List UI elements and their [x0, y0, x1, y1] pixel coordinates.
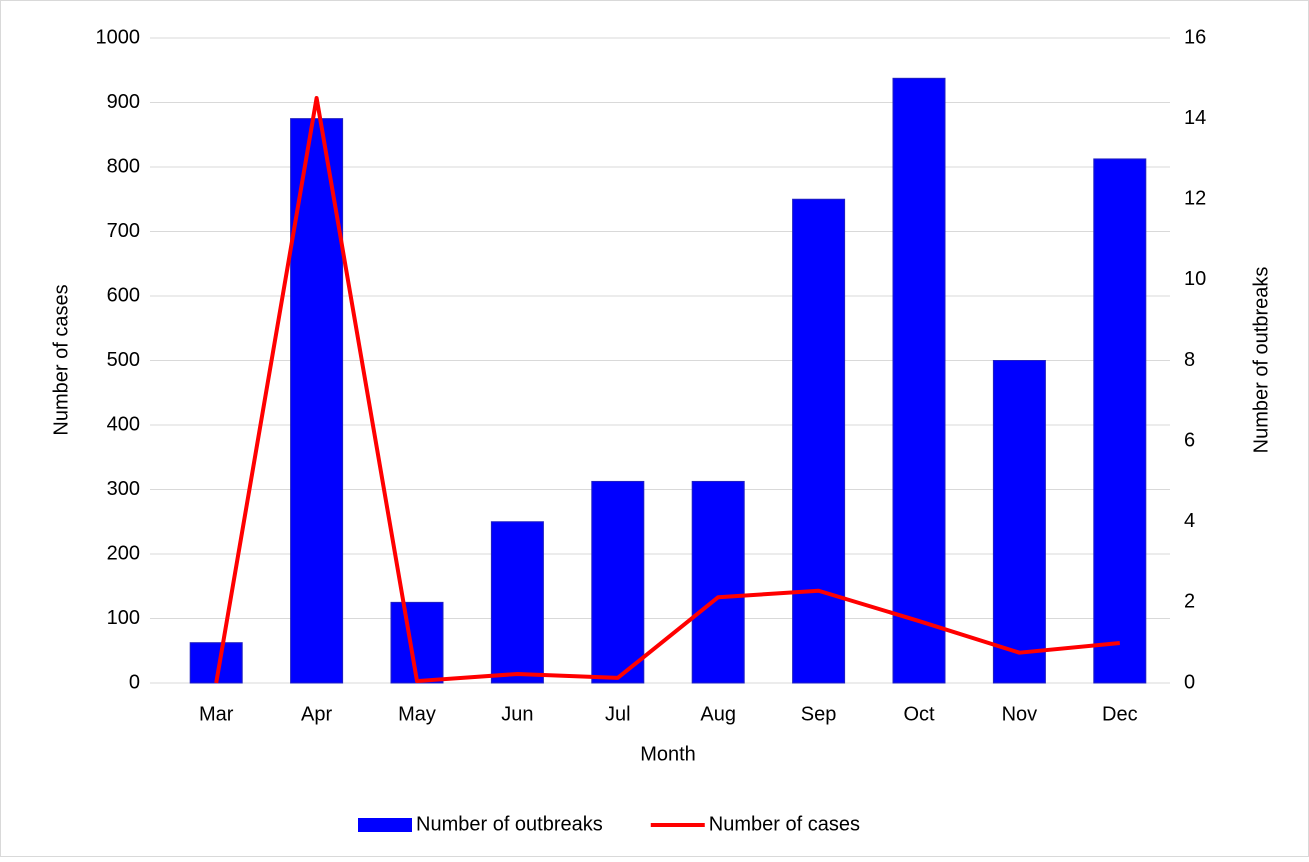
bar [892, 77, 946, 684]
bar [992, 360, 1046, 684]
x-tick-label: Mar [199, 703, 234, 725]
bar [1093, 158, 1147, 684]
x-tick-label: Aug [700, 703, 736, 725]
y2-tick-label: 4 [1184, 510, 1195, 532]
y-tick-label: 500 [107, 349, 140, 371]
y2-tick-label: 2 [1184, 591, 1195, 613]
x-tick-label: Jun [501, 703, 533, 725]
y-axis-title: Number of cases [50, 284, 72, 435]
legend-label: Number of cases [709, 813, 860, 835]
y-tick-label: 1000 [96, 26, 141, 48]
y-tick-label: 400 [107, 413, 140, 435]
y-tick-label: 700 [107, 220, 140, 242]
y2-tick-label: 14 [1184, 107, 1206, 129]
y-tick-label: 600 [107, 284, 140, 306]
x-tick-label: Apr [301, 703, 332, 725]
y-tick-label: 300 [107, 478, 140, 500]
y2-tick-label: 16 [1184, 26, 1206, 48]
line [214, 95, 1120, 684]
y2-tick-label: 10 [1184, 268, 1206, 290]
y2-tick-label: 0 [1184, 671, 1195, 693]
y-tick-label: 200 [107, 542, 140, 564]
x-tick-label: May [398, 703, 436, 725]
y-tick-label: 100 [107, 607, 140, 629]
bar [290, 118, 344, 684]
bar [591, 480, 645, 684]
y2-tick-label: 8 [1184, 349, 1195, 371]
legend-label: Number of outbreaks [416, 813, 603, 835]
y2-tick-label: 12 [1184, 188, 1206, 210]
x-tick-label: Oct [903, 703, 935, 725]
bar [490, 521, 544, 684]
x-tick-label: Nov [1002, 703, 1038, 725]
x-axis-title: Month [640, 743, 696, 765]
y2-tick-label: 6 [1184, 429, 1195, 451]
legend-swatch [358, 818, 412, 832]
y-tick-label: 900 [107, 91, 140, 113]
y-tick-label: 0 [129, 671, 140, 693]
x-tick-label: Jul [605, 703, 631, 725]
y-tick-label: 800 [107, 155, 140, 177]
y2-axis-title: Number of outbreaks [1250, 267, 1272, 454]
x-tick-label: Dec [1102, 703, 1138, 725]
x-tick-label: Sep [801, 703, 837, 725]
bar [792, 198, 846, 684]
bar [691, 480, 745, 684]
